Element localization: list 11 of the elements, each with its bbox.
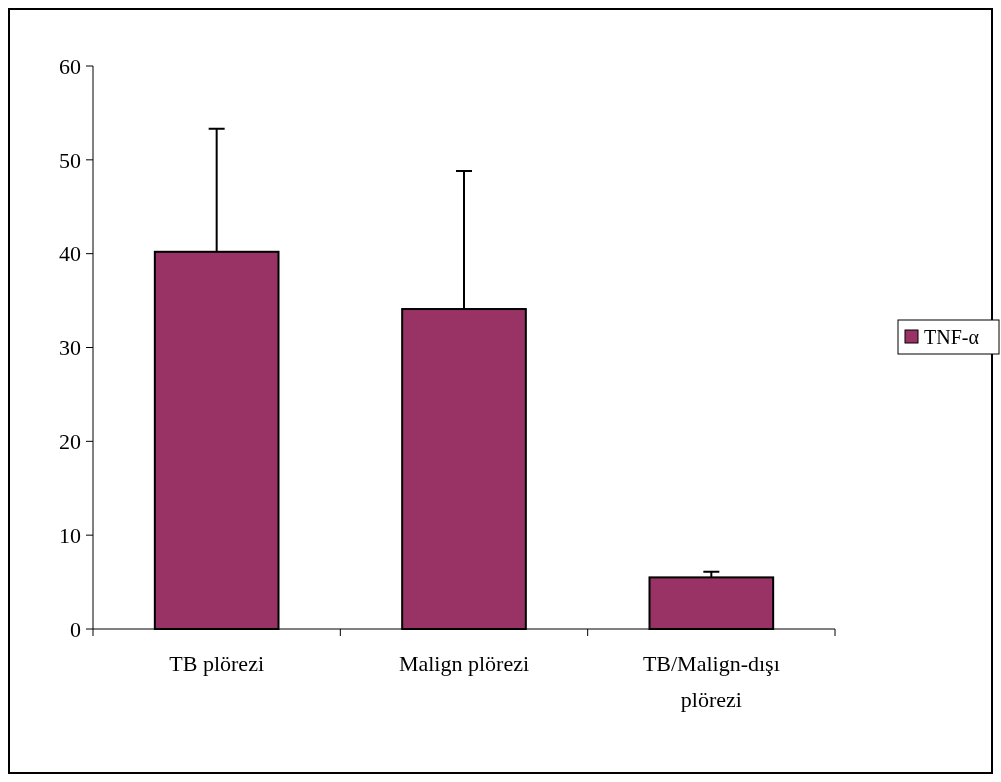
x-tick-label: Malign plörezi	[398, 651, 530, 676]
y-tick-label: 30	[59, 335, 81, 361]
y-tick-label: 60	[59, 53, 81, 79]
y-tick-label: 40	[59, 241, 81, 267]
x-tick-label: TB/Malign-dışı plörezi	[642, 651, 780, 712]
y-tick-label: 10	[59, 522, 81, 548]
y-tick-label: 20	[59, 429, 81, 455]
legend-label: TNF-α	[924, 326, 980, 348]
y-tick-label: 50	[59, 147, 81, 173]
x-tick-label: TB plörezi	[169, 651, 265, 676]
y-tick-label: 0	[70, 616, 81, 642]
